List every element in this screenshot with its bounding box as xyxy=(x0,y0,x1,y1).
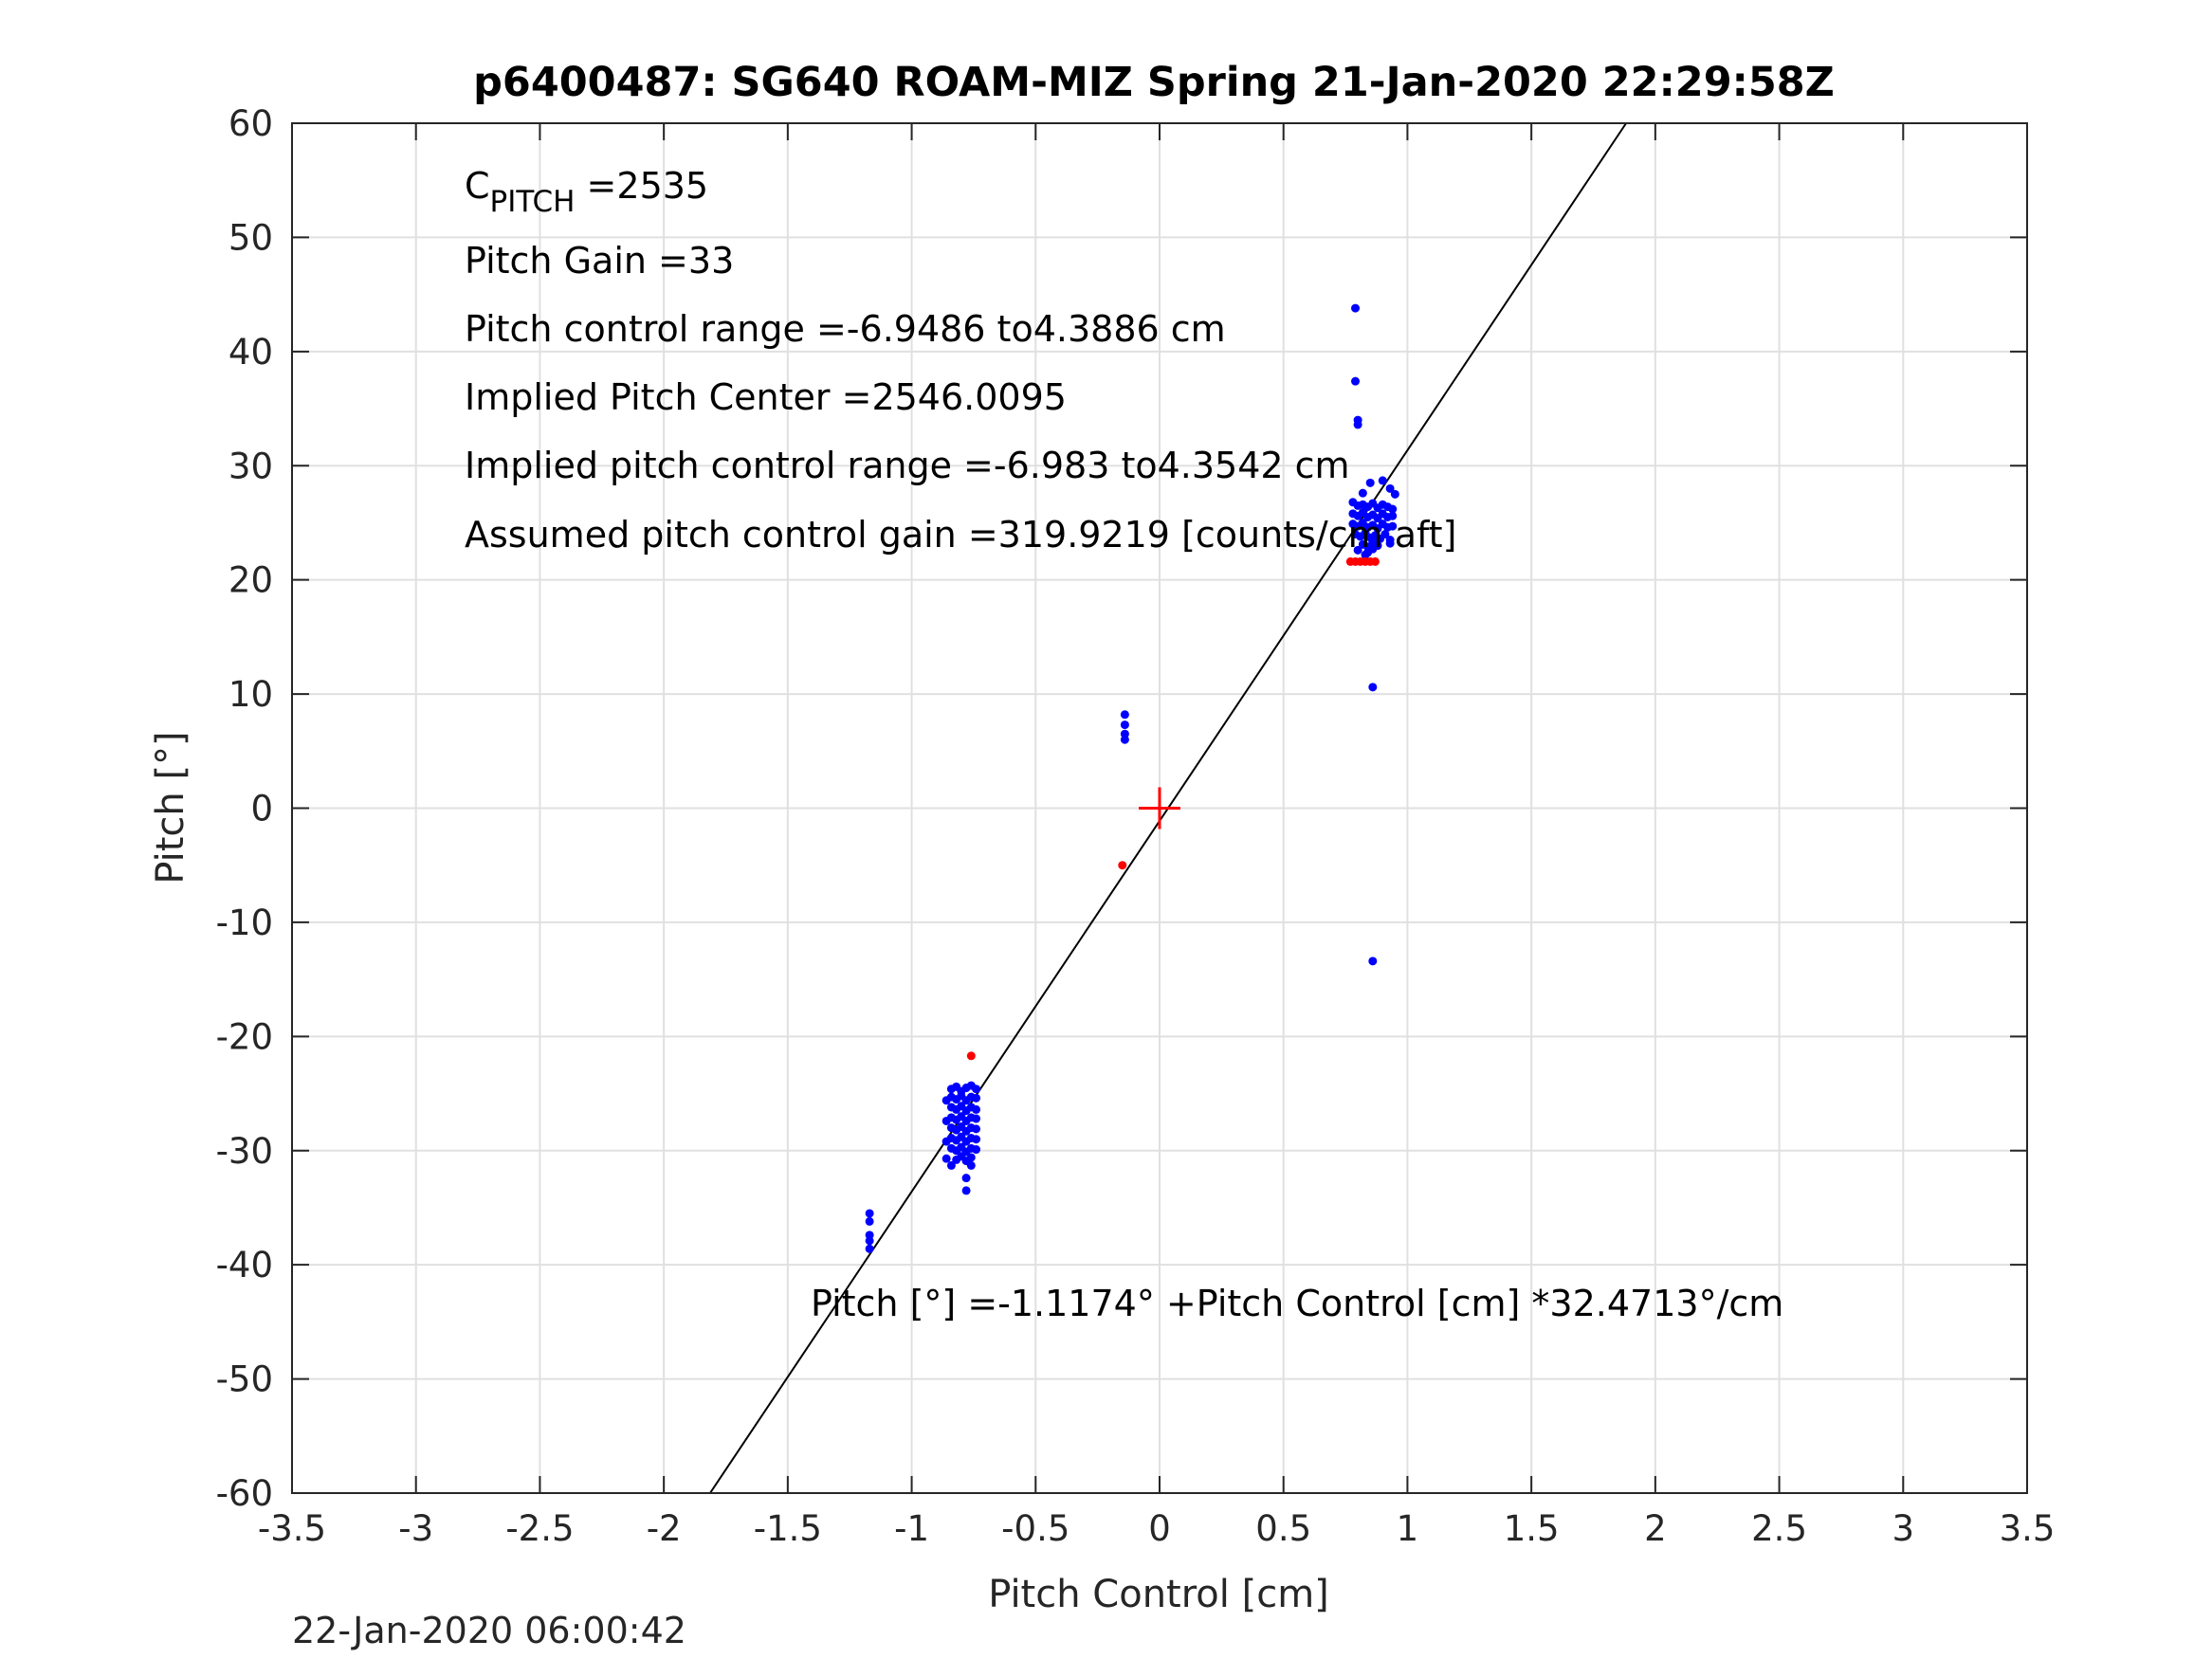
y-tick-label: 40 xyxy=(229,332,273,373)
used-point xyxy=(1385,483,1395,493)
used-point xyxy=(972,1135,981,1144)
x-axis-label: Pitch Control [cm] xyxy=(988,1573,1329,1616)
used-points xyxy=(865,303,1399,1253)
used-point xyxy=(972,1145,981,1155)
used-point xyxy=(972,1104,981,1114)
used-point xyxy=(972,1093,981,1103)
y-tick-label: 20 xyxy=(229,560,273,601)
used-point xyxy=(966,1160,976,1170)
used-point xyxy=(946,1123,956,1133)
y-tick-labels: -60 -50 -40 -30 -20 -10 0 10 20 30 40 50 60 xyxy=(216,103,273,1514)
y-tick-label: -60 xyxy=(216,1473,273,1514)
used-point xyxy=(961,1186,971,1195)
y-tick-label: 0 xyxy=(250,789,273,830)
used-point xyxy=(1353,545,1362,555)
x-tick-label: -1.5 xyxy=(754,1508,822,1549)
c-pitch-subscript: PITCH xyxy=(490,185,576,219)
used-point xyxy=(1365,478,1375,487)
used-point xyxy=(865,1216,874,1226)
annotation-pitch-control-range: Pitch control range =-6.9486 to4.3886 cm xyxy=(465,308,1226,350)
used-point xyxy=(1120,735,1129,744)
x-tick-label: 3 xyxy=(1892,1508,1915,1549)
excluded-point xyxy=(1118,861,1127,870)
x-tick-label: 1 xyxy=(1397,1508,1419,1549)
x-tick-label: -2 xyxy=(647,1508,682,1549)
timestamp: 22-Jan-2020 06:00:42 xyxy=(292,1610,686,1651)
plot-border xyxy=(291,122,2028,1494)
used-point xyxy=(972,1085,981,1094)
x-tick-label: -3 xyxy=(398,1508,433,1549)
x-tick-label: -1 xyxy=(894,1508,929,1549)
c-pitch-value: =2535 xyxy=(575,165,708,207)
annotation-pitch-gain: Pitch Gain =33 xyxy=(465,240,734,282)
x-tick-label: 2 xyxy=(1644,1508,1667,1549)
used-point xyxy=(961,1174,971,1183)
used-point xyxy=(1368,683,1378,692)
y-tick-label: 30 xyxy=(229,446,273,486)
x-tick-labels: -3.5 -3 -2.5 -2 -1.5 -1 -0.5 0 0.5 1 1.5 2 2.5 3 3.5 xyxy=(258,1508,2056,1549)
x-tick-label: 3.5 xyxy=(2000,1508,2056,1549)
used-point xyxy=(941,1116,951,1125)
used-point xyxy=(946,1103,956,1112)
annotation-implied-pitch-control-range: Implied pitch control range =-6.983 to4.… xyxy=(465,445,1350,486)
x-tick-label: 2.5 xyxy=(1751,1508,1807,1549)
used-point xyxy=(865,1244,874,1253)
pitch-center-marker xyxy=(1139,787,1180,830)
used-point xyxy=(1385,538,1395,548)
excluded-point xyxy=(1370,556,1380,566)
used-point xyxy=(865,1236,874,1246)
y-tick-label: -40 xyxy=(216,1245,273,1285)
used-point xyxy=(1378,476,1387,485)
annotation-c-pitch: CPITCH =2535 xyxy=(465,165,708,219)
y-tick-label: -30 xyxy=(216,1131,273,1172)
used-point xyxy=(946,1160,956,1170)
used-point xyxy=(946,1085,956,1094)
used-point xyxy=(1388,504,1398,514)
x-tick-label: -3.5 xyxy=(258,1508,326,1549)
used-point xyxy=(1388,521,1398,531)
used-point xyxy=(1380,530,1390,538)
used-point xyxy=(952,1155,961,1164)
y-tick-label: -10 xyxy=(216,902,273,943)
x-tick-label: 0.5 xyxy=(1255,1508,1311,1549)
used-point xyxy=(1351,376,1361,386)
used-point xyxy=(1351,303,1361,313)
used-point xyxy=(1361,550,1370,559)
annotation-assumed-gain: Assumed pitch control gain =319.9219 [co… xyxy=(465,514,1456,556)
y-tick-label: 10 xyxy=(229,674,273,715)
used-point xyxy=(972,1114,981,1123)
x-tick-label: 0 xyxy=(1148,1508,1171,1549)
excluded-points xyxy=(966,556,1380,1061)
used-point xyxy=(972,1124,981,1134)
x-tick-label: -0.5 xyxy=(1001,1508,1069,1549)
used-point xyxy=(1358,488,1367,498)
annotation-fit-equation: Pitch [°] =-1.1174° +Pitch Control [cm] … xyxy=(811,1283,1783,1324)
used-point xyxy=(941,1096,951,1105)
used-point xyxy=(1120,720,1129,730)
used-point xyxy=(1368,544,1378,554)
annotation-implied-pitch-center: Implied Pitch Center =2546.0095 xyxy=(465,376,1067,418)
axis-ticks xyxy=(291,122,2028,1494)
annotation-block: CPITCH =2535 Pitch Gain =33 Pitch contro… xyxy=(465,165,1456,556)
used-point xyxy=(941,1154,951,1163)
x-tick-label: 1.5 xyxy=(1504,1508,1560,1549)
used-point xyxy=(1388,511,1398,520)
used-point xyxy=(1353,420,1362,429)
chart-title: p6400487: SG640 ROAM-MIZ Spring 21-Jan-2… xyxy=(473,59,1835,106)
y-tick-label: 60 xyxy=(229,103,273,144)
used-point xyxy=(946,1143,956,1153)
c-pitch-main: C xyxy=(465,165,490,207)
excluded-point xyxy=(966,1051,976,1061)
y-tick-label: 50 xyxy=(229,217,273,258)
used-point xyxy=(1368,957,1378,966)
y-axis-label: Pitch [°] xyxy=(149,731,192,884)
x-tick-label: -2.5 xyxy=(505,1508,574,1549)
y-tick-label: -20 xyxy=(216,1016,273,1057)
y-tick-label: -50 xyxy=(216,1359,273,1400)
used-point xyxy=(1120,710,1129,720)
used-point xyxy=(941,1137,951,1146)
used-point xyxy=(865,1209,874,1218)
used-point xyxy=(1390,489,1399,499)
